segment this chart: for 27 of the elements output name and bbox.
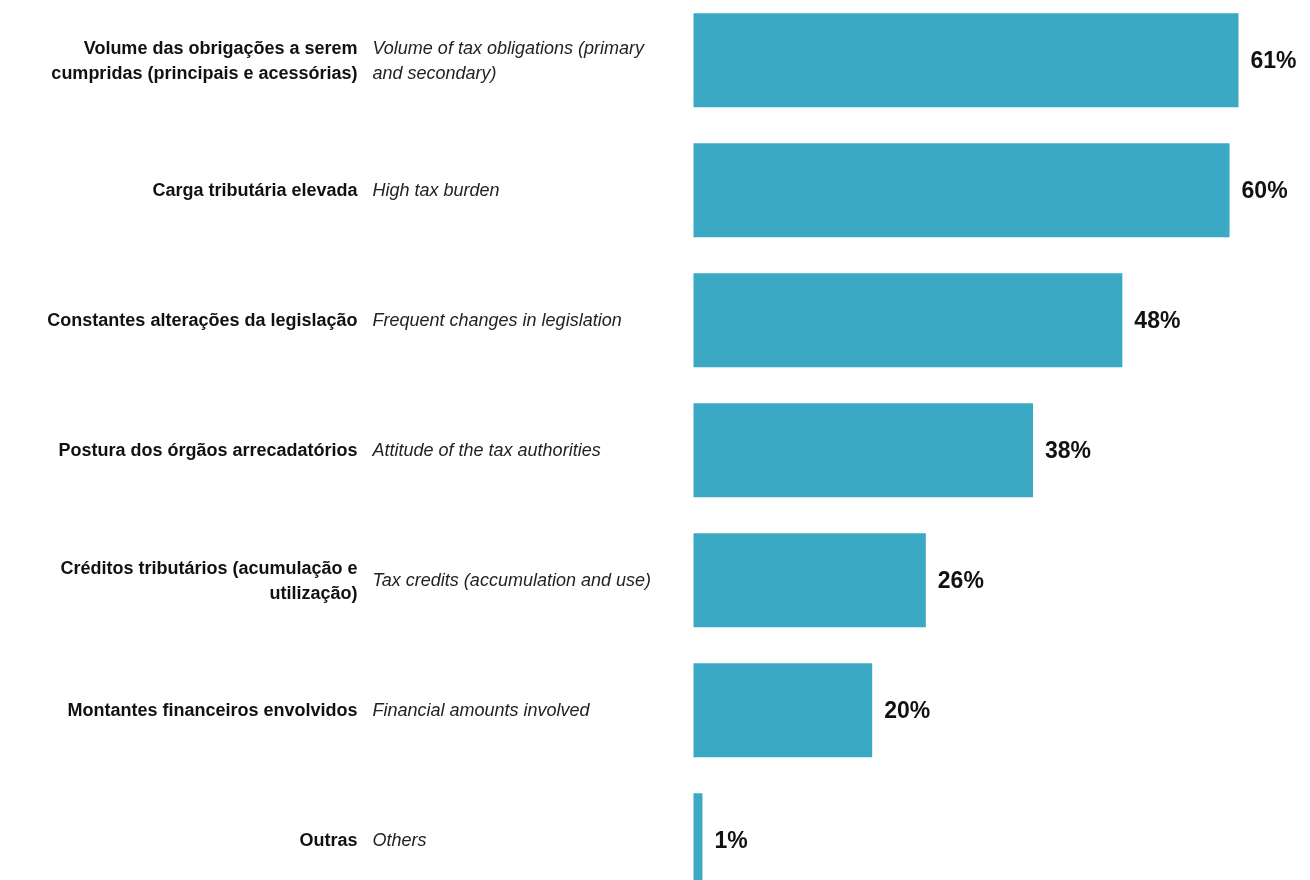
data-label: 1%	[714, 827, 748, 854]
text: Attitude of the tax authorities	[371, 440, 601, 461]
bar	[693, 143, 1230, 238]
y-tick-label: Outras	[299, 830, 358, 851]
bar	[693, 13, 1239, 108]
y-tick-label: Constantes alterações da legislação	[47, 310, 358, 331]
text: Financial amounts involved	[372, 700, 591, 721]
y-tick-label: Montantes financeiros envolvidos	[67, 700, 358, 721]
y-tick-label: Carga tributária elevada	[152, 180, 359, 201]
data-label: 61%	[1250, 47, 1297, 74]
text: Volume of tax obligations (primary and secondary)	[372, 37, 645, 83]
data-label: 38%	[1045, 437, 1092, 464]
y-tick-label: Créditos tributários (acumulação e utilização)	[60, 557, 358, 603]
bar	[693, 403, 1034, 498]
data-label: 60%	[1241, 177, 1288, 204]
text: Others	[372, 830, 427, 851]
bar	[693, 533, 926, 628]
bar	[693, 663, 873, 758]
text: Tax credits (accumulation and use)	[372, 570, 651, 591]
data-label: 26%	[937, 567, 984, 594]
data-label: 48%	[1134, 307, 1181, 334]
y-tick-label: Postura dos órgãos arrecadatórios	[58, 440, 358, 461]
data-label: 20%	[884, 697, 931, 724]
y-tick-label: Volume das obrigações a serem cumpridas (principais e acessórias)	[51, 37, 358, 83]
text: High tax burden	[372, 180, 500, 201]
bar	[693, 273, 1123, 368]
text: Frequent changes in legislation	[372, 310, 622, 331]
